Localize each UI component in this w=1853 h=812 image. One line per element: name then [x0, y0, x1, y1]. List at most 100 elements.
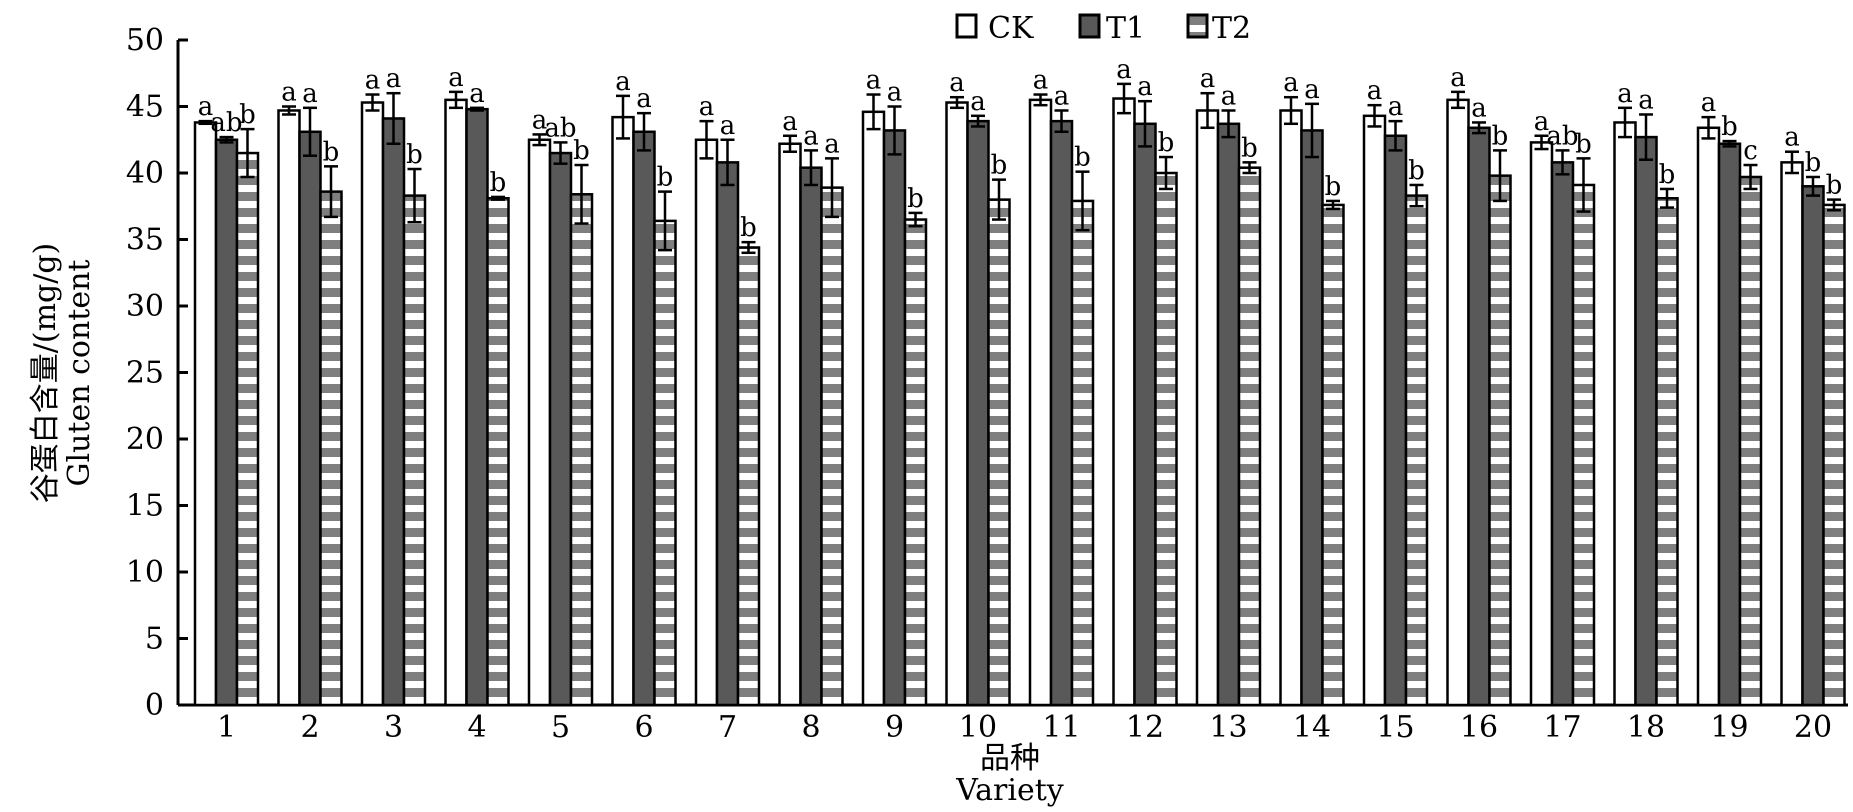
bar-ck-variety-7: [694, 138, 719, 707]
y-tick-label: 35: [126, 223, 164, 258]
significance-letter-ck-variety-8: a: [782, 107, 798, 137]
legend-label-t2: T2: [1212, 11, 1251, 46]
x-tick-label: 9: [885, 710, 904, 745]
bar-t1-variety-3: [381, 117, 406, 707]
y-tick-label: 15: [126, 489, 164, 524]
bar-ck-variety-18: [1613, 121, 1637, 707]
bar-ck-variety-4: [444, 98, 468, 707]
x-tick-label: 2: [300, 710, 319, 745]
significance-letter-t1-variety-7: a: [720, 111, 736, 141]
bar-t2-variety-15: [1404, 194, 1429, 707]
bar-t2-variety-7: [736, 246, 761, 707]
x-tick-label: 10: [959, 710, 997, 745]
bar-t2-variety-9: [903, 218, 928, 707]
legend-item-ck: CK: [955, 11, 1034, 46]
y-axis-title-cn: 谷蛋白含量/(mg/g): [28, 243, 63, 503]
significance-letter-t2-variety-6: b: [657, 163, 674, 193]
significance-letter-ck-variety-6: a: [615, 67, 631, 97]
significance-letter-t1-variety-6: a: [636, 84, 652, 114]
significance-letter-t2-variety-2: b: [323, 137, 340, 167]
significance-letter-t2-variety-15: b: [1408, 156, 1425, 186]
x-tick-label: 6: [634, 710, 653, 745]
y-tick-label: 10: [126, 555, 164, 590]
bar-t2-variety-17: [1571, 183, 1596, 707]
bar-t2-variety-20: [1822, 203, 1846, 707]
bar-ck-variety-14: [1279, 109, 1303, 707]
significance-letter-t1-variety-1: ab: [210, 108, 242, 138]
significance-letter-t2-variety-17: b: [1575, 129, 1592, 159]
significance-letter-t2-variety-19: c: [1743, 136, 1758, 166]
significance-letter-ck-variety-2: a: [281, 78, 297, 108]
significance-letter-t2-variety-10: b: [991, 151, 1008, 181]
y-axis-title-en: Gluten content: [62, 260, 97, 487]
bar-t2-variety-8: [820, 186, 844, 707]
significance-letter-t2-variety-20: b: [1826, 171, 1843, 201]
x-axis-ticks: 1 2 3 4 5 6 7 8 9 10 11 12 13 14 15 16 17 18 19 20: [217, 697, 1832, 745]
bar-ck-variety-20: [1780, 161, 1804, 707]
x-tick-label: 13: [1209, 710, 1247, 745]
bar-t2-variety-3: [402, 194, 427, 707]
significance-letter-t2-variety-18: b: [1659, 160, 1676, 190]
y-axis-title: 谷蛋白含量/(mg/g) Gluten content: [28, 243, 97, 503]
y-axis-ticks: 0 5 10 15 20 25 30 35 40 45 50: [126, 23, 188, 723]
bar-t2-variety-6: [653, 219, 677, 707]
bar-ck-variety-2: [277, 109, 301, 707]
significance-letter-t1-variety-12: a: [1137, 72, 1153, 102]
significance-letter-t1-variety-20: b: [1805, 148, 1822, 178]
bar-t1-variety-18: [1634, 135, 1658, 707]
legend: CK T1 T2: [955, 11, 1251, 46]
bar-t2-variety-14: [1321, 203, 1345, 707]
bar-t1-variety-15: [1383, 134, 1408, 707]
bar-ck-variety-3: [360, 101, 385, 707]
significance-letter-ck-variety-12: a: [1116, 55, 1132, 85]
y-tick-label: 50: [126, 23, 164, 58]
significance-letter-ck-variety-15: a: [1367, 76, 1383, 106]
significance-letter-ck-variety-16: a: [1450, 63, 1466, 93]
bar-t1-variety-14: [1300, 129, 1324, 707]
x-tick-label: 5: [551, 710, 570, 745]
x-tick-label: 15: [1376, 710, 1414, 745]
bar-t2-variety-12: [1154, 171, 1178, 707]
significance-letter-ck-variety-1: a: [198, 92, 214, 122]
legend-swatch-ck: [955, 13, 978, 39]
significance-letter-t1-variety-13: a: [1221, 81, 1237, 111]
significance-letter-t2-variety-7: b: [740, 213, 757, 243]
bar-t2-variety-11: [1070, 199, 1095, 707]
significance-letter-t2-variety-11: b: [1074, 143, 1091, 173]
bar-t1-variety-12: [1133, 122, 1157, 707]
bar-t2-variety-19: [1738, 175, 1763, 707]
significance-letter-t1-variety-19: b: [1721, 112, 1738, 142]
bar-ck-variety-19: [1696, 126, 1721, 707]
x-tick-label: 14: [1293, 710, 1331, 745]
bar-t2-variety-1: [235, 151, 260, 707]
significance-letter-t1-variety-4: a: [469, 79, 485, 109]
significance-letter-ck-variety-13: a: [1200, 64, 1216, 94]
bar-ck-variety-13: [1195, 109, 1220, 707]
significance-letter-t1-variety-16: a: [1471, 93, 1487, 123]
significance-letter-t1-variety-11: a: [1054, 81, 1070, 111]
significance-letter-t2-variety-16: b: [1492, 121, 1509, 151]
x-tick-label: 11: [1042, 710, 1080, 745]
significance-letter-t1-variety-18: a: [1638, 85, 1654, 115]
significance-letter-t1-variety-17: ab: [1546, 121, 1578, 151]
x-tick-label: 16: [1460, 710, 1498, 745]
significance-letter-t2-variety-3: b: [406, 140, 423, 170]
x-tick-label: 3: [384, 710, 403, 745]
bar-ck-variety-16: [1446, 98, 1470, 707]
legend-swatch-t1: [1078, 13, 1101, 39]
bar-ck-variety-8: [778, 142, 802, 707]
bar-t1-variety-7: [715, 161, 740, 707]
bar-ck-variety-1: [193, 121, 218, 707]
y-tick-label: 45: [126, 90, 164, 125]
y-tick-label: 20: [126, 422, 164, 457]
bar-t1-variety-17: [1550, 161, 1575, 707]
bar-ck-variety-11: [1028, 98, 1053, 707]
x-axis-title-cn: 品种: [980, 741, 1040, 776]
y-tick-label: 0: [145, 688, 164, 723]
bar-t1-variety-5: [548, 151, 573, 707]
bar-t2-variety-2: [319, 190, 343, 707]
legend-label-ck: CK: [988, 11, 1034, 46]
significance-letter-ck-variety-14: a: [1283, 68, 1299, 98]
